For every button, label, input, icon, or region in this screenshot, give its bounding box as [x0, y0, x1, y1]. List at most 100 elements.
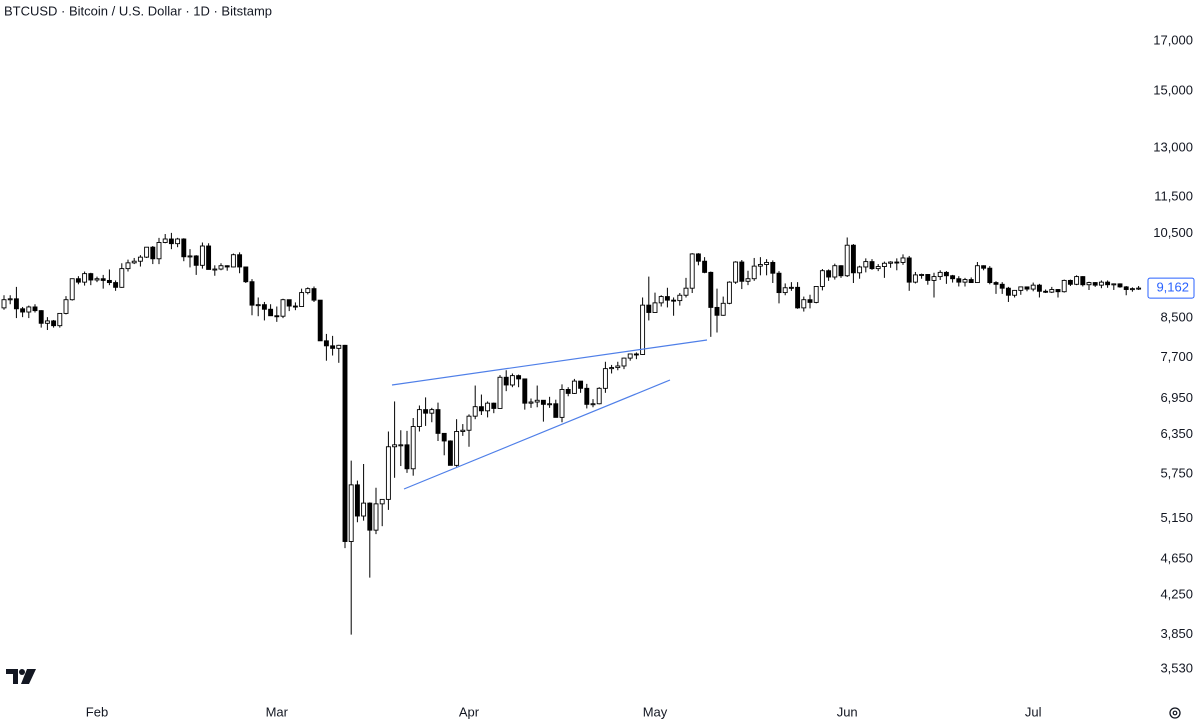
candle-body	[689, 253, 695, 289]
candle-body	[63, 299, 69, 314]
candle-body	[162, 238, 168, 243]
candle-body	[51, 320, 57, 327]
candle-body	[888, 261, 894, 264]
candle-body	[1105, 281, 1111, 286]
candle-body	[956, 278, 962, 283]
candle-body	[1092, 282, 1098, 286]
logo-part	[21, 669, 36, 684]
candle-body	[373, 503, 379, 531]
candle-body	[460, 429, 466, 432]
candle-body	[292, 305, 298, 308]
candle-body	[336, 344, 342, 349]
candle-body	[13, 298, 19, 310]
candle-body	[503, 376, 509, 386]
candle-body	[82, 273, 88, 283]
candle-body	[299, 292, 305, 307]
candle-body	[726, 281, 732, 304]
candle-body	[708, 271, 714, 308]
candle-body	[1136, 287, 1142, 290]
candle-body	[1080, 276, 1086, 286]
candle-body	[385, 446, 391, 500]
candle-body	[850, 244, 856, 274]
candle-body	[540, 399, 546, 405]
candle-body	[509, 375, 515, 386]
candle-body	[1067, 279, 1073, 285]
candle-body	[857, 266, 863, 274]
candle-body	[801, 299, 807, 309]
candle-body	[1043, 290, 1049, 293]
gear-center[interactable]	[1172, 710, 1178, 716]
candle-body	[819, 270, 825, 287]
candle-body	[199, 245, 205, 266]
candle-body	[224, 265, 230, 268]
candle-body	[144, 246, 150, 258]
candle-body	[832, 265, 838, 278]
candle-body	[788, 286, 794, 289]
candle-body	[584, 387, 590, 405]
y-tick-label: 3,530	[1160, 661, 1193, 676]
candle-body	[1111, 283, 1117, 286]
candle-body	[150, 246, 156, 260]
candle-body	[1036, 284, 1042, 292]
candle-body	[683, 287, 689, 296]
candle-body	[516, 375, 522, 380]
candle-body	[875, 266, 881, 270]
candle-body	[38, 310, 44, 324]
candle-body	[218, 265, 224, 270]
y-tick-label: 5,750	[1160, 466, 1193, 481]
candle-body	[69, 278, 75, 301]
candle-body	[286, 299, 292, 307]
candle-body	[249, 281, 255, 306]
candle-body	[212, 268, 218, 271]
candle-body	[404, 444, 410, 470]
candle-body	[640, 304, 646, 355]
candle-body	[596, 387, 602, 405]
y-tick-label: 10,500	[1153, 225, 1193, 240]
candle-body	[559, 388, 565, 418]
candle-body	[627, 353, 633, 359]
y-tick-label: 13,000	[1153, 140, 1193, 155]
candle-body	[770, 261, 776, 274]
candle-body	[869, 261, 875, 270]
y-tick-label: 7,700	[1160, 349, 1193, 364]
candle-body	[547, 403, 553, 406]
candle-body	[826, 270, 832, 278]
candle-body	[113, 282, 119, 288]
logo-part	[6, 669, 18, 684]
candle-body	[379, 498, 385, 505]
candle-body	[925, 274, 931, 281]
candle-body	[497, 376, 503, 409]
candle-body	[187, 255, 193, 258]
candle-body	[193, 255, 199, 266]
candle-body	[906, 257, 912, 283]
candle-body	[863, 261, 869, 268]
chart-title: BTCUSD · Bitcoin / U.S. Dollar · 1D · Bi…	[4, 3, 272, 18]
settings-icon[interactable]	[1169, 707, 1181, 719]
candle-body	[1030, 284, 1036, 290]
candle-body	[838, 265, 844, 277]
candle-body	[354, 484, 360, 517]
candle-body	[317, 299, 323, 342]
logo-part	[19, 669, 25, 675]
candle-body	[7, 298, 13, 301]
candle-body	[75, 278, 81, 283]
gear[interactable]	[1169, 707, 1181, 719]
candle-body	[807, 299, 813, 303]
candle-body	[881, 262, 887, 267]
candle-body	[677, 294, 683, 302]
last-price-box	[1147, 277, 1195, 299]
candle-body	[757, 264, 763, 267]
candle-body	[578, 380, 584, 389]
y-tick-label: 6,950	[1160, 390, 1193, 405]
candle-body	[367, 502, 373, 531]
candle-body	[795, 286, 801, 309]
candle-body	[943, 271, 949, 277]
candle-body	[900, 257, 906, 263]
candle-body	[361, 502, 367, 517]
candle-body	[342, 344, 348, 542]
candle-body	[981, 265, 987, 269]
candle-body	[1049, 289, 1055, 293]
candle-body	[1005, 287, 1011, 296]
candle-body	[522, 378, 528, 404]
